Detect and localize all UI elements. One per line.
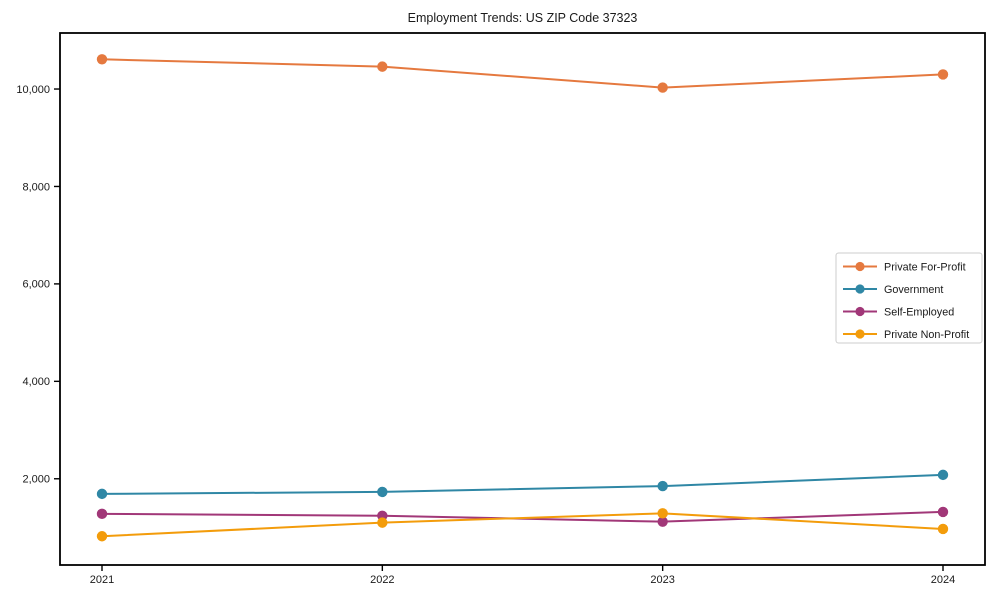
legend-label: Self-Employed: [884, 306, 954, 318]
y-tick-label: 4,000: [22, 376, 50, 388]
legend-marker-swatch: [855, 284, 865, 294]
legend-item-private-non-profit: Private Non-Profit: [843, 329, 969, 341]
legend-box: [835, 252, 983, 344]
data-point-private-non-profit-2022: [377, 517, 388, 528]
data-point-private-for-profit-2022: [377, 61, 388, 72]
x-tick-label: 2024: [931, 574, 955, 586]
data-point-private-for-profit-2021: [96, 54, 108, 65]
legend-label: Private For-Profit: [884, 261, 966, 273]
legend-item-private-for-profit: Private For-Profit: [843, 261, 966, 273]
data-point-government-2024: [937, 469, 949, 481]
data-point-government-2023: [657, 480, 668, 492]
data-point-private-for-profit-2023: [657, 82, 668, 93]
series-line-self-employed: [101, 510, 944, 523]
legend-label: Private Non-Profit: [884, 329, 969, 341]
data-point-self-employed-2023: [657, 516, 668, 527]
data-point-self-employed-2021: [96, 508, 108, 520]
x-tick-label: 2021: [90, 574, 114, 586]
x-tick-label: 2023: [650, 574, 674, 586]
legend-marker-swatch: [855, 306, 865, 317]
series-line-private-for-profit: [101, 58, 944, 89]
y-tick-label: 6,000: [22, 279, 50, 291]
legend-marker-swatch: [855, 261, 865, 272]
data-point-private-non-profit-2024: [937, 523, 949, 535]
plot-area: 2,000 4,000 6,000 8,000 10,000 2021 2022 2023 20…: [16, 32, 986, 586]
plot-border: [59, 32, 986, 566]
chart-title: Employment Trends: US ZIP Code 37323: [408, 11, 638, 25]
y-tick-label: 2,000: [22, 474, 50, 486]
data-point-private-non-profit-2021: [96, 531, 108, 542]
data-point-private-for-profit-2024: [937, 69, 949, 80]
series-line-private-non-profit: [101, 512, 944, 538]
data-point-government-2022: [377, 486, 388, 498]
legend-label: Government: [884, 284, 943, 296]
data-point-government-2021: [96, 488, 108, 500]
legend: Private For-Profit Government Self-Employe…: [835, 252, 983, 344]
series-line-government: [101, 473, 944, 495]
x-tick-label: 2022: [370, 574, 394, 586]
legend-item-self-employed: Self-Employed: [843, 306, 954, 318]
legend-marker-swatch: [855, 329, 865, 339]
data-point-private-non-profit-2023: [657, 508, 668, 519]
y-tick-label: 10,000: [16, 84, 50, 96]
data-point-self-employed-2024: [937, 506, 949, 518]
legend-item-government: Government: [843, 284, 943, 296]
y-tick-label: 8,000: [22, 181, 50, 193]
